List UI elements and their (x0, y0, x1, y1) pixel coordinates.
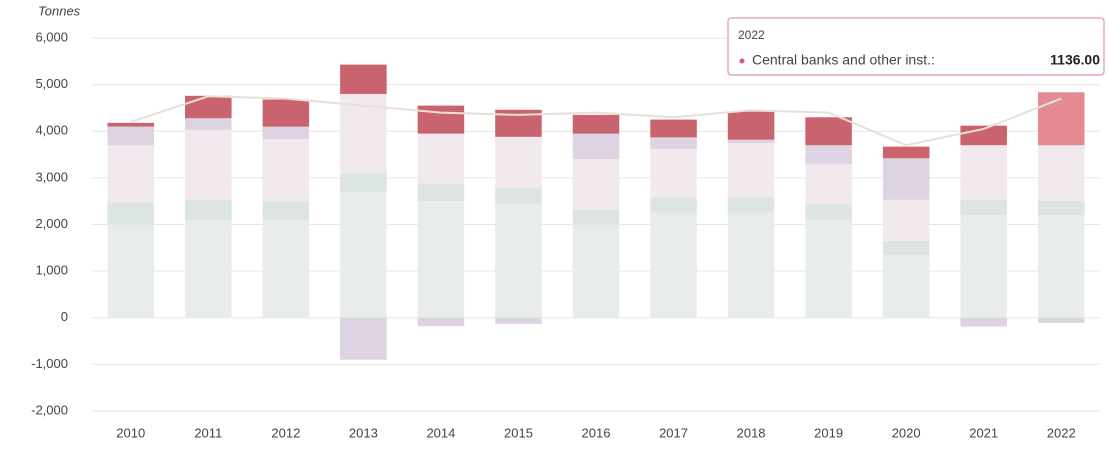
bar-segment (960, 215, 1007, 318)
bar-segment (185, 95, 232, 119)
bar-segment (882, 240, 930, 255)
bar-segment (107, 122, 155, 127)
bar-segment (727, 212, 775, 318)
y-tick-label: 2,000 (35, 216, 68, 231)
x-tick-label: 2012 (271, 425, 300, 440)
bar-segment (727, 111, 775, 140)
bar-segment (262, 219, 310, 318)
bar-segment (495, 203, 542, 318)
x-tick-label: 2018 (737, 425, 766, 440)
tooltip-dot (739, 58, 745, 64)
tooltip-title: 2022 (738, 28, 765, 42)
bar-segment (882, 254, 930, 318)
x-tick-label: 2010 (116, 425, 145, 440)
bar-segment (572, 114, 620, 134)
bar-segment (262, 201, 310, 220)
bar-segment (1037, 215, 1085, 318)
bar-segment (572, 159, 620, 210)
bar-segment (107, 203, 155, 225)
bar-segment (185, 129, 232, 200)
bar-segment (805, 219, 852, 318)
bar-segment (882, 146, 930, 159)
y-tick-label: 0 (61, 309, 68, 324)
x-tick-label: 2016 (582, 425, 611, 440)
bar-segment (340, 317, 387, 360)
total-line (130, 95, 1062, 147)
x-tick-label: 2014 (426, 425, 455, 440)
x-tick-label: 2019 (814, 425, 843, 440)
bar-segment (262, 126, 310, 140)
bar-segment (882, 158, 930, 200)
bar-segment (340, 64, 387, 94)
bar-segment (185, 219, 232, 318)
bar-segment (572, 209, 620, 225)
bar-segment (960, 317, 1007, 327)
bar-segment (1037, 317, 1085, 323)
x-tick-label: 2011 (194, 425, 222, 440)
bar-segment (1037, 200, 1085, 216)
y-tick-label: 3,000 (35, 169, 68, 184)
bar-segment (107, 145, 155, 204)
bar-segment (495, 136, 542, 189)
x-tick-label: 2015 (504, 425, 533, 440)
bar-segment (727, 197, 775, 213)
bar-segment (417, 105, 465, 134)
bar-segment (417, 317, 465, 327)
bar-segment (805, 117, 852, 146)
y-tick-label: -1,000 (31, 356, 68, 371)
bar-segment (650, 212, 697, 318)
x-tick-label: 2013 (349, 425, 378, 440)
bar-segment (417, 133, 465, 184)
bar-segment (495, 188, 542, 204)
tooltip-box (727, 17, 1105, 76)
bar-segment (262, 99, 310, 127)
x-tick-label: 2020 (892, 425, 921, 440)
y-tick-label: 5,000 (35, 76, 68, 91)
bar-segment (1037, 92, 1085, 146)
y-tick-label: -2,000 (31, 402, 68, 417)
bar-segment (650, 197, 697, 213)
tooltip-label: Central banks and other inst.: (752, 52, 935, 68)
bar-segment (650, 119, 697, 138)
tooltip: 2022 Central banks and other inst.: 1136.0… (727, 17, 1105, 76)
bar-segment (417, 201, 465, 318)
bar-segment (960, 199, 1007, 216)
x-tick-label: 2021 (969, 425, 998, 440)
y-tick-label: 6,000 (35, 29, 68, 44)
bar-segment (417, 183, 465, 202)
bar-segment (572, 133, 620, 160)
bar-segment (650, 148, 697, 198)
y-tick-label: 1,000 (35, 263, 68, 278)
bar-segment (262, 139, 310, 202)
bar-segment (727, 139, 775, 143)
bar-segment (185, 118, 232, 130)
bar-segment (107, 224, 155, 318)
bar-segment (805, 145, 852, 164)
y-axis-label: Tonnes (38, 3, 81, 18)
y-tick-label: 4,000 (35, 123, 68, 138)
bar-segment (805, 163, 852, 205)
bar-segment (107, 126, 155, 146)
bar-segment (882, 199, 930, 241)
bar-segment (727, 142, 775, 198)
bar-segment (650, 137, 697, 149)
bar-segment (572, 224, 620, 318)
bar-segment (960, 145, 1007, 200)
x-tick-label: 2022 (1047, 425, 1076, 440)
bar-segment (340, 191, 387, 318)
bar-segment (805, 204, 852, 220)
tooltip-value: 1136.00 (1050, 52, 1100, 68)
bar-segment (1037, 145, 1085, 201)
x-tick-label: 2017 (659, 425, 688, 440)
bar-segment (495, 317, 542, 324)
bar-segment (340, 173, 387, 192)
bar-segment (185, 199, 232, 220)
